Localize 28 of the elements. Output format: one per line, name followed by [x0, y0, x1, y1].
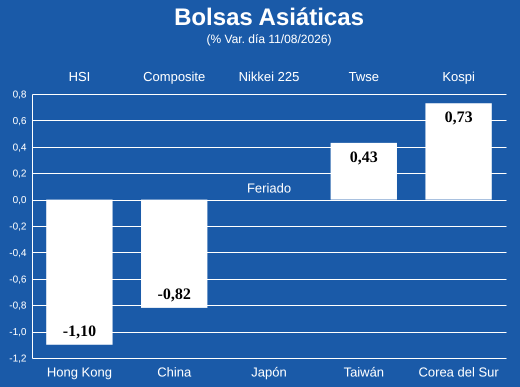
text: HSI [68, 69, 90, 84]
data-label: 0,43 [350, 148, 378, 166]
x-tick-label: China [157, 364, 192, 380]
x-tick-label: Hong Kong [46, 364, 112, 380]
chart-subtitle: (% Var. día 11/08/2026) [206, 32, 332, 46]
x-tick-label: Japón [251, 364, 287, 380]
y-tick-label: 0,6 [12, 116, 27, 127]
data-label: -1,10 [62, 322, 96, 340]
y-tick-label: 0,8 [12, 90, 27, 100]
y-tick-label: 0,0 [12, 195, 27, 206]
y-tick-label: 0,4 [12, 142, 27, 154]
text: Nikkei 225 [238, 69, 300, 84]
data-label: -0,82 [158, 286, 191, 303]
text: Twse [348, 69, 379, 84]
data-label: 0,73 [444, 109, 473, 126]
x-tick-label: Taiwán [344, 364, 384, 380]
text: Kospi [442, 69, 475, 84]
y-tick-label: -0,6 [9, 274, 27, 286]
x-tick-label: Corea del Sur [418, 364, 500, 380]
y-tick-label: -0,2 [9, 222, 27, 232]
y-tick-label: -0,8 [9, 300, 27, 312]
y-tick-label: 0,2 [12, 168, 27, 180]
y-tick-label: -1,2 [9, 354, 27, 364]
y-tick-label: -1,0 [9, 327, 27, 338]
y-tick-label: -0,4 [9, 248, 27, 259]
chart-title: Bolsas Asiáticas [174, 4, 364, 31]
annotation: Feriado [246, 180, 292, 196]
text: Composite [143, 69, 206, 84]
